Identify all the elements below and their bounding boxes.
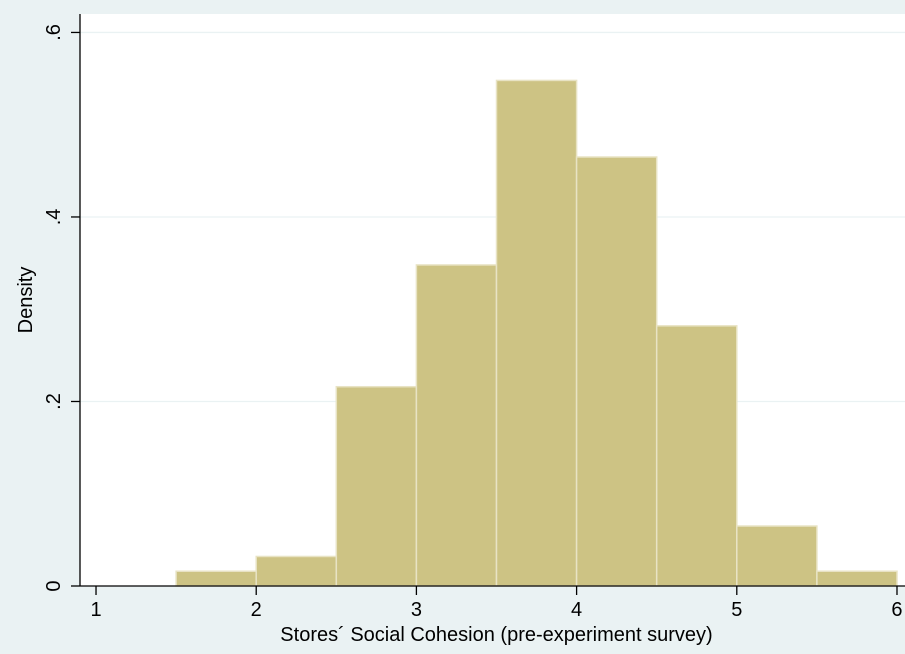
histogram-bar <box>655 325 738 587</box>
x-axis-title: Stores´ Social Cohesion (pre-experiment … <box>280 624 712 646</box>
y-axis-title: Density <box>15 267 37 334</box>
x-tick-label: 3 <box>411 599 422 621</box>
y-axis-ticks: 0 .2 .4 .6 <box>43 24 80 592</box>
histogram-bar <box>415 264 498 587</box>
y-tick-label: .4 <box>43 209 65 226</box>
histogram-bar <box>255 555 338 587</box>
x-tick-label: 6 <box>891 599 902 621</box>
histogram-bars <box>175 79 898 587</box>
x-tick-label: 2 <box>251 599 262 621</box>
histogram-bar <box>736 525 818 587</box>
y-tick-label: 0 <box>43 580 65 591</box>
histogram-bar <box>575 156 658 587</box>
histogram-bar <box>495 79 578 587</box>
y-tick-label: .2 <box>43 393 65 410</box>
histogram-bar <box>816 570 898 587</box>
x-tick-label: 1 <box>90 599 101 621</box>
x-axis-ticks: 1 2 3 4 5 6 <box>90 586 903 621</box>
axes <box>79 14 905 587</box>
histogram-bar <box>175 570 257 587</box>
x-tick-label: 4 <box>571 599 582 621</box>
y-tick-label: .6 <box>43 24 65 41</box>
histogram-bar <box>335 385 418 587</box>
x-tick-label: 5 <box>731 599 742 621</box>
